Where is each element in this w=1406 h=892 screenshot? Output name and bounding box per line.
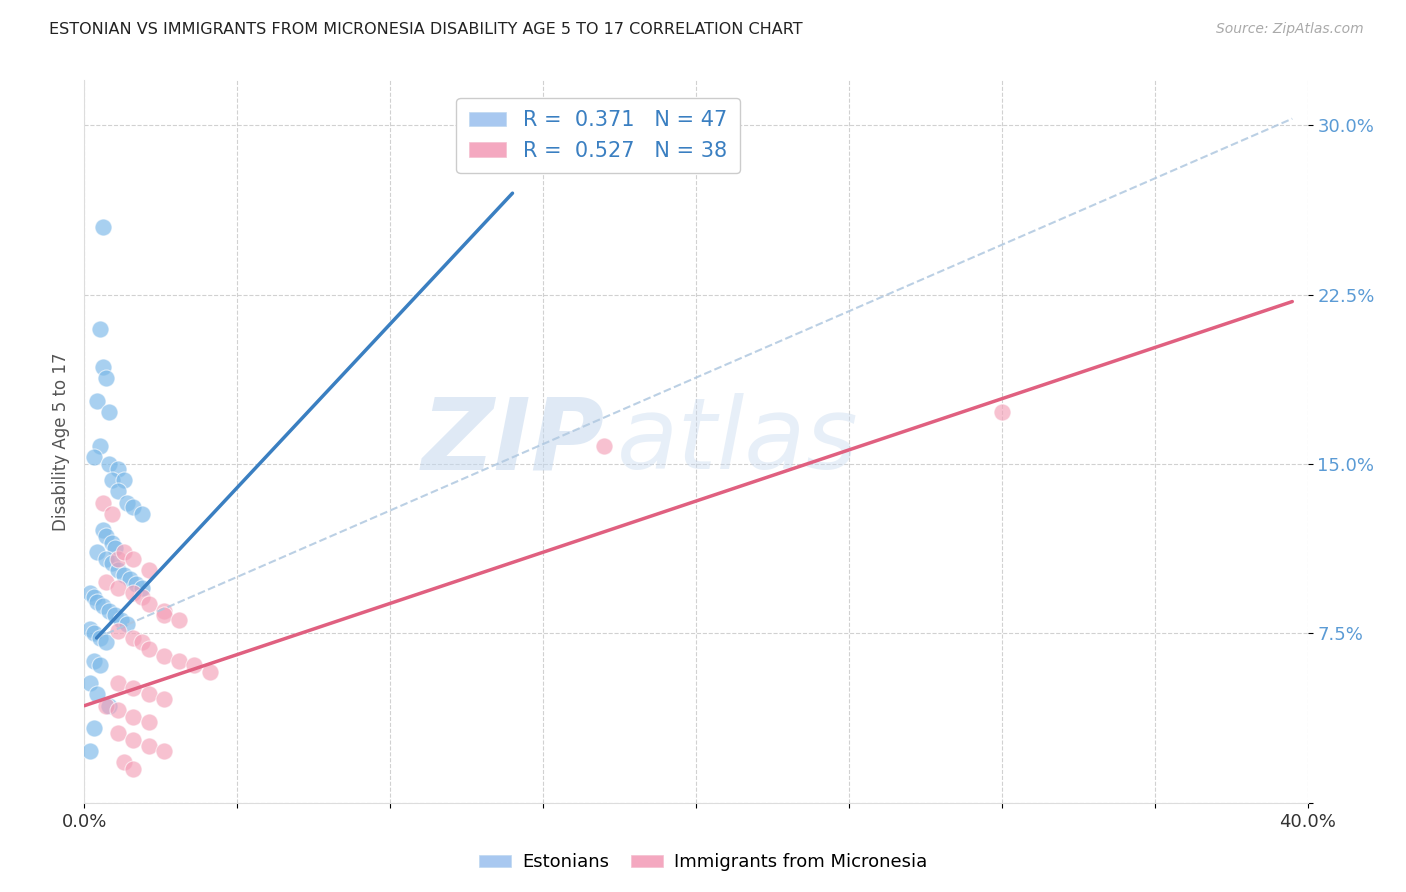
Point — [83, 450, 105, 465]
Legend: Estonians, Immigrants from Micronesia: Estonians, Immigrants from Micronesia — [471, 847, 935, 879]
Point — [79, 744, 101, 758]
Point — [91, 599, 114, 614]
Point — [89, 658, 111, 673]
Point — [91, 220, 114, 235]
Point — [138, 642, 160, 657]
Point — [112, 755, 135, 769]
Point — [107, 484, 129, 499]
Point — [198, 665, 221, 679]
Point — [97, 604, 120, 618]
Point — [167, 613, 190, 627]
Point — [138, 739, 160, 754]
Point — [101, 536, 124, 550]
Point — [122, 732, 145, 747]
Point — [153, 608, 176, 623]
Point — [112, 545, 135, 559]
Point — [153, 604, 176, 618]
Point — [122, 762, 145, 776]
Point — [97, 405, 120, 419]
Point — [97, 698, 120, 713]
Point — [131, 635, 153, 649]
Point — [122, 586, 145, 600]
Point — [125, 576, 148, 591]
Point — [91, 495, 114, 509]
Point — [112, 473, 135, 487]
Point — [86, 595, 108, 609]
Point — [122, 710, 145, 724]
Text: Source: ZipAtlas.com: Source: ZipAtlas.com — [1216, 22, 1364, 37]
Point — [83, 654, 105, 668]
Point — [153, 648, 176, 663]
Point — [89, 439, 111, 453]
Point — [122, 552, 145, 566]
Point — [122, 681, 145, 695]
Point — [94, 698, 117, 713]
Point — [131, 582, 153, 596]
Point — [89, 321, 111, 335]
Point — [110, 613, 132, 627]
Point — [101, 557, 124, 571]
Point — [79, 622, 101, 636]
Point — [122, 500, 145, 514]
Point — [97, 457, 120, 471]
Point — [131, 591, 153, 605]
Point — [153, 692, 176, 706]
Point — [86, 687, 108, 701]
Point — [153, 744, 176, 758]
Point — [83, 626, 105, 640]
Text: ESTONIAN VS IMMIGRANTS FROM MICRONESIA DISABILITY AGE 5 TO 17 CORRELATION CHART: ESTONIAN VS IMMIGRANTS FROM MICRONESIA D… — [49, 22, 803, 37]
Point — [593, 439, 616, 453]
Point — [107, 726, 129, 740]
Y-axis label: Disability Age 5 to 17: Disability Age 5 to 17 — [52, 352, 70, 531]
Point — [94, 371, 117, 385]
Point — [122, 631, 145, 645]
Point — [101, 473, 124, 487]
Point — [183, 658, 205, 673]
Point — [167, 654, 190, 668]
Point — [104, 541, 127, 555]
Point — [101, 507, 124, 521]
Legend: R =  0.371   N = 47, R =  0.527   N = 38: R = 0.371 N = 47, R = 0.527 N = 38 — [457, 98, 740, 173]
Text: ZIP: ZIP — [422, 393, 605, 490]
Point — [120, 572, 142, 586]
Point — [94, 574, 117, 589]
Point — [115, 495, 138, 509]
Point — [107, 552, 129, 566]
Text: atlas: atlas — [616, 393, 858, 490]
Point — [94, 529, 117, 543]
Point — [112, 567, 135, 582]
Point — [107, 582, 129, 596]
Point — [131, 507, 153, 521]
Point — [138, 563, 160, 577]
Point — [79, 586, 101, 600]
Point — [83, 591, 105, 605]
Point — [138, 597, 160, 611]
Point — [138, 714, 160, 729]
Point — [89, 631, 111, 645]
Point — [94, 635, 117, 649]
Point — [104, 608, 127, 623]
Point — [86, 393, 108, 408]
Point — [107, 624, 129, 639]
Point — [83, 721, 105, 735]
Point — [107, 563, 129, 577]
Point — [91, 359, 114, 374]
Point — [138, 687, 160, 701]
Point — [107, 461, 129, 475]
Point — [991, 405, 1014, 419]
Point — [94, 552, 117, 566]
Point — [107, 676, 129, 690]
Point — [91, 523, 114, 537]
Point — [115, 617, 138, 632]
Point — [107, 703, 129, 717]
Point — [79, 676, 101, 690]
Point — [86, 545, 108, 559]
